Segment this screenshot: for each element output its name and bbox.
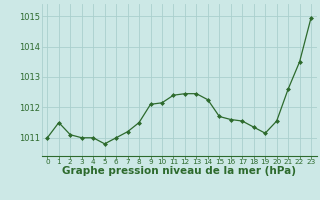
X-axis label: Graphe pression niveau de la mer (hPa): Graphe pression niveau de la mer (hPa) [62,166,296,176]
